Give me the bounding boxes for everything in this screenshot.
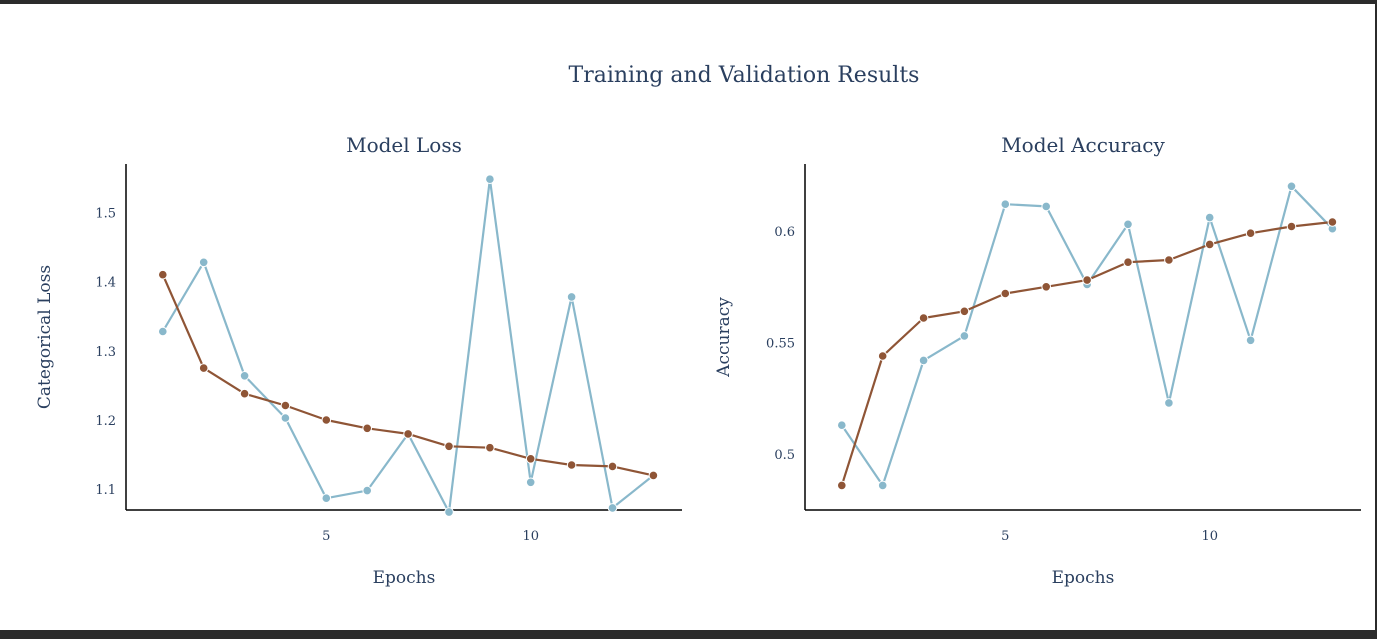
data-point-validation — [877, 480, 888, 491]
data-point-training — [525, 454, 536, 464]
data-point-training — [280, 400, 291, 411]
data-point-validation — [1286, 181, 1297, 192]
y-tick-label: 1.4 — [95, 276, 116, 291]
data-point-validation — [198, 257, 209, 268]
data-point-training — [444, 441, 454, 452]
data-point-validation — [525, 477, 536, 488]
data-point-validation — [1164, 398, 1174, 408]
data-point-validation — [837, 420, 847, 431]
data-point-training — [321, 415, 332, 425]
data-point-validation — [362, 485, 373, 496]
data-point-validation — [1000, 199, 1011, 209]
data-point-validation — [1041, 201, 1051, 212]
series-line-training — [840, 220, 1333, 486]
x-axis-label: Epochs — [1052, 568, 1115, 588]
subplot-title: Model Loss — [346, 133, 462, 157]
data-point-validation — [1123, 219, 1133, 230]
subplot-title: Model Accuracy — [1001, 133, 1165, 157]
series-training — [158, 269, 659, 481]
data-point-training — [1164, 255, 1174, 265]
data-point-training — [607, 461, 618, 472]
data-point-validation — [485, 174, 495, 184]
data-point-training — [158, 269, 168, 280]
data-point-validation — [566, 292, 577, 302]
data-point-validation — [321, 493, 332, 504]
x-tick-label: 10 — [522, 529, 539, 544]
data-point-training — [403, 429, 413, 439]
data-point-training — [1286, 221, 1297, 232]
data-point-validation — [1204, 212, 1215, 223]
y-tick-label: 1.2 — [95, 414, 116, 429]
chart-panels: Model Loss 5 10 1.1 1.2 1.3 1.4 1.5 Epochs Catego… — [35, 133, 1361, 588]
data-point-validation — [239, 371, 250, 381]
y-tick-label: 1.3 — [95, 345, 116, 360]
data-point-training — [1245, 228, 1256, 238]
data-point-training — [198, 363, 209, 373]
data-point-training — [648, 470, 659, 481]
figure-canvas: Training and Validation Results Model Lo… — [0, 4, 1375, 630]
data-point-validation — [280, 413, 291, 423]
data-point-training — [1041, 282, 1051, 292]
y-axis-label: Accuracy — [714, 297, 734, 378]
data-point-training — [1123, 257, 1133, 268]
series-line-validation — [161, 178, 655, 514]
y-tick-label: 0.6 — [774, 225, 795, 240]
data-point-training — [1000, 288, 1011, 299]
chart-panel-accuracy: Model Accuracy 5 10 0.5 0.55 0.6 Epochs Accurac… — [714, 133, 1361, 588]
series-validation — [837, 181, 1338, 491]
y-tick-label: 1.1 — [95, 483, 116, 498]
data-point-validation — [444, 507, 454, 517]
data-point-training — [485, 442, 495, 453]
data-point-training — [566, 460, 577, 470]
series-line-training — [161, 274, 654, 477]
data-point-validation — [158, 326, 168, 337]
x-axis-label: Epochs — [373, 568, 436, 588]
data-point-training — [837, 480, 847, 491]
y-tick-label: 0.5 — [774, 448, 795, 463]
x-tick-label: 5 — [1001, 529, 1009, 544]
figure-svg: Training and Validation Results Model Lo… — [35, 63, 1361, 588]
data-point-training — [362, 423, 373, 434]
data-point-training — [239, 388, 250, 399]
y-tick-label: 0.55 — [766, 337, 795, 352]
data-point-training — [959, 306, 970, 317]
data-point-training — [877, 351, 888, 361]
figure-title: Training and Validation Results — [569, 63, 920, 88]
data-point-validation — [607, 503, 618, 513]
y-tick-label: 1.5 — [95, 206, 116, 221]
data-point-training — [1327, 217, 1338, 227]
x-tick-label: 5 — [322, 529, 330, 544]
data-point-training — [918, 313, 929, 323]
data-point-training — [1082, 275, 1092, 285]
data-point-validation — [918, 355, 929, 366]
y-axis-label: Categorical Loss — [35, 265, 55, 409]
series-training — [837, 217, 1338, 491]
x-tick-label: 10 — [1201, 529, 1218, 544]
data-point-training — [1204, 239, 1215, 250]
data-point-validation — [959, 331, 970, 341]
chart-panel-loss: Model Loss 5 10 1.1 1.2 1.3 1.4 1.5 Epochs Catego… — [35, 133, 682, 588]
data-point-validation — [1245, 335, 1256, 346]
